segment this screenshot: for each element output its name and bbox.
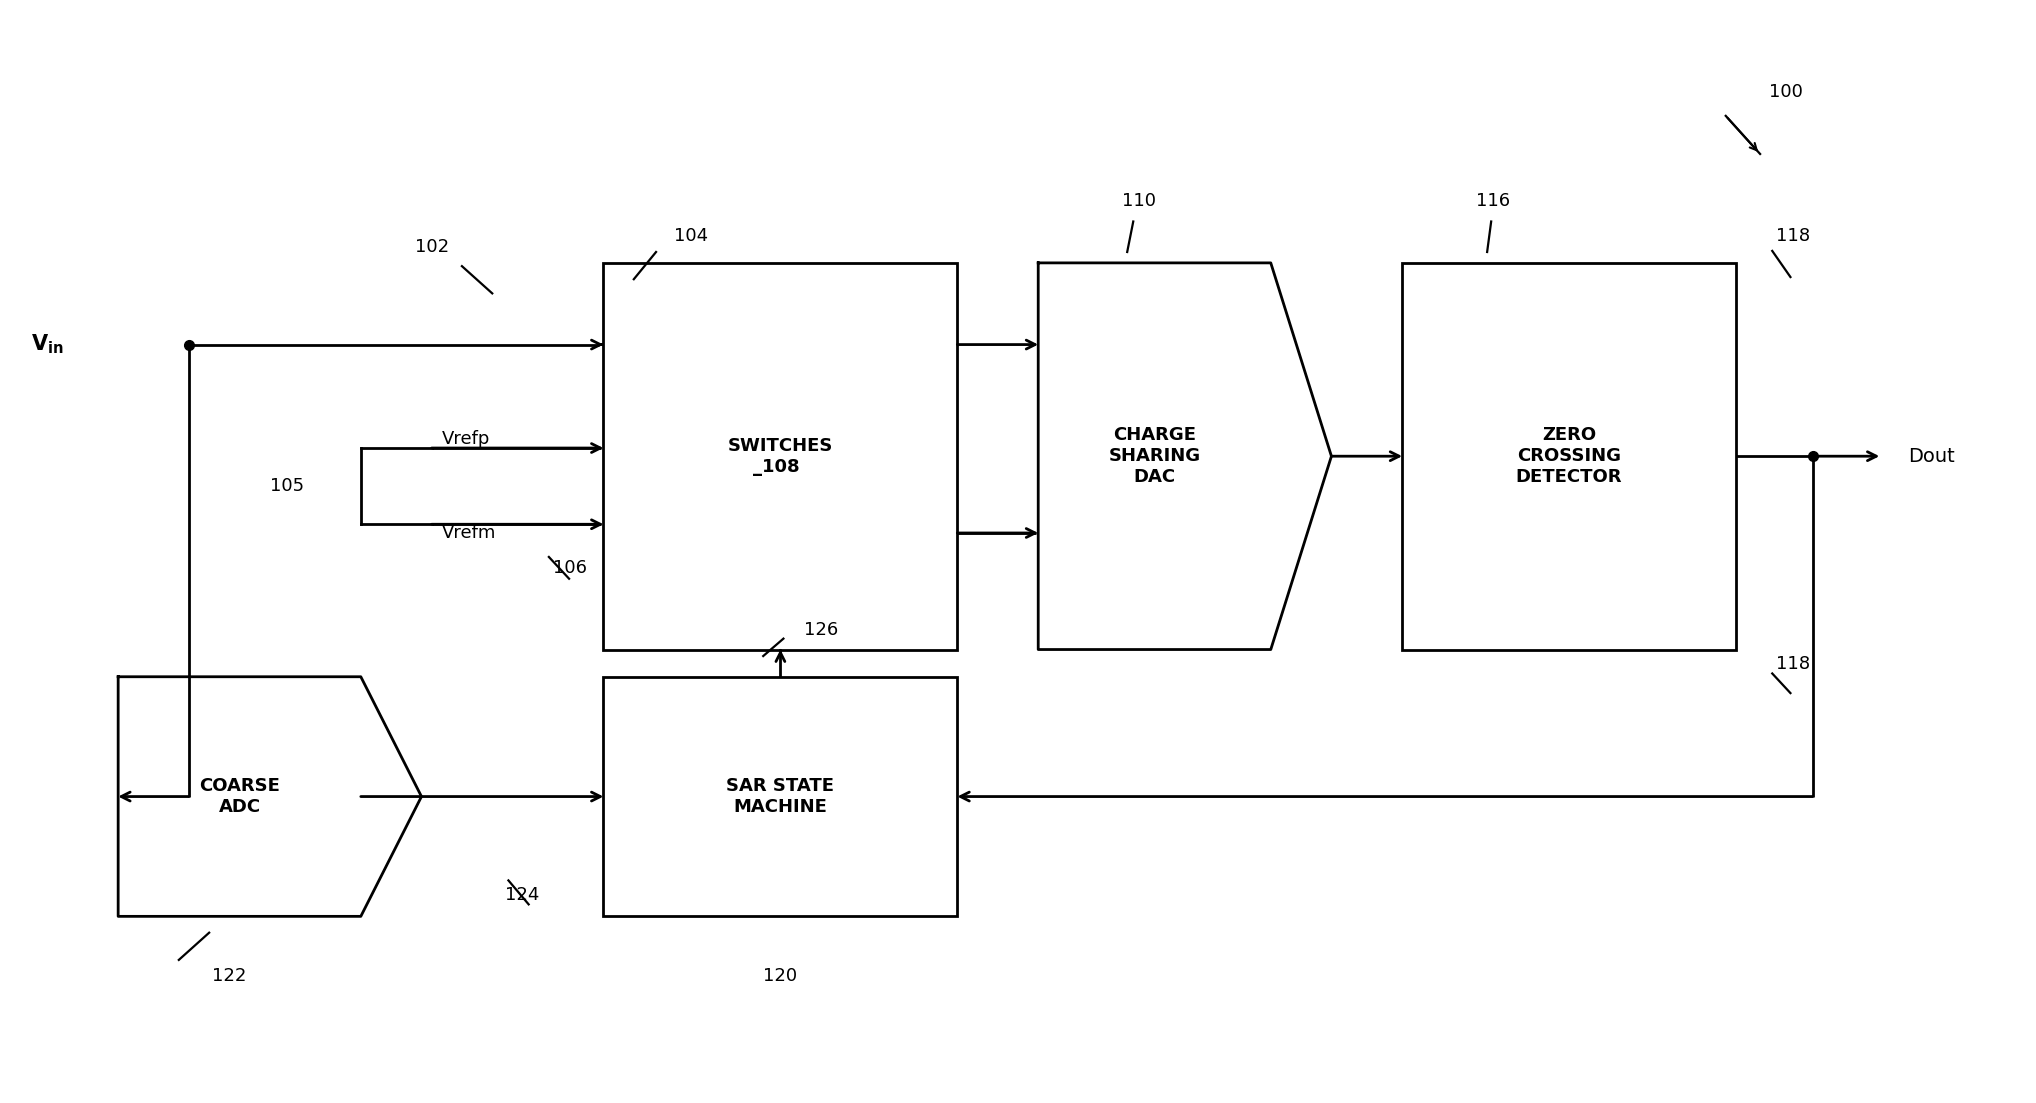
Polygon shape <box>118 677 421 917</box>
Text: 105: 105 <box>271 478 303 495</box>
Text: SAR STATE
MACHINE: SAR STATE MACHINE <box>727 778 835 816</box>
Text: COARSE
ADC: COARSE ADC <box>200 778 279 816</box>
Text: 126: 126 <box>804 621 839 639</box>
Text: 116: 116 <box>1476 192 1511 210</box>
Text: 102: 102 <box>415 237 448 256</box>
Text: CHARGE
SHARING
DAC: CHARGE SHARING DAC <box>1108 427 1201 486</box>
Text: ZERO
CROSSING
DETECTOR: ZERO CROSSING DETECTOR <box>1515 427 1623 486</box>
Text: 110: 110 <box>1122 192 1156 210</box>
Text: 118: 118 <box>1775 655 1810 673</box>
Text: 104: 104 <box>674 226 709 245</box>
Text: 124: 124 <box>505 886 540 903</box>
Bar <box>603 263 957 650</box>
Text: $\mathbf{V_{in}}$: $\mathbf{V_{in}}$ <box>31 333 63 356</box>
Polygon shape <box>1038 263 1332 650</box>
Text: 122: 122 <box>212 967 246 985</box>
Text: Vrefm: Vrefm <box>442 524 497 542</box>
Text: 106: 106 <box>554 559 586 577</box>
Text: SWITCHES
̲̲̲108: SWITCHES ̲̲̲108 <box>727 437 833 475</box>
Text: 120: 120 <box>764 967 798 985</box>
Bar <box>603 677 957 917</box>
Text: Dout: Dout <box>1908 447 1955 465</box>
Bar <box>1403 263 1737 650</box>
Text: 118: 118 <box>1775 226 1810 245</box>
Text: Vrefp: Vrefp <box>442 430 491 448</box>
Text: 100: 100 <box>1769 83 1804 100</box>
